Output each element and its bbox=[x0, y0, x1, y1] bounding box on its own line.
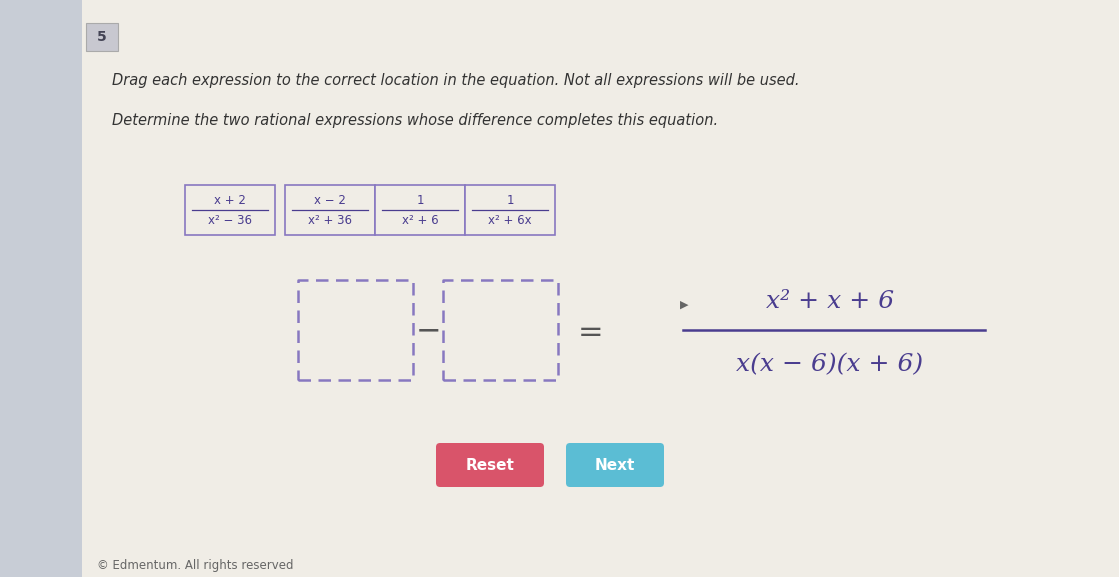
Text: 1: 1 bbox=[506, 193, 514, 207]
Text: x² + 36: x² + 36 bbox=[308, 215, 352, 227]
Text: Next: Next bbox=[595, 458, 636, 473]
FancyBboxPatch shape bbox=[566, 443, 664, 487]
FancyBboxPatch shape bbox=[185, 185, 275, 235]
Text: Reset: Reset bbox=[466, 458, 515, 473]
FancyBboxPatch shape bbox=[86, 23, 117, 51]
Text: Drag each expression to the correct location in the equation. Not all expression: Drag each expression to the correct loca… bbox=[112, 73, 799, 88]
Text: x² + x + 6: x² + x + 6 bbox=[765, 290, 894, 313]
Text: Determine the two rational expressions whose difference completes this equation.: Determine the two rational expressions w… bbox=[112, 113, 717, 128]
FancyBboxPatch shape bbox=[375, 185, 466, 235]
Text: x² + 6x: x² + 6x bbox=[488, 215, 532, 227]
Text: x² + 6: x² + 6 bbox=[402, 215, 439, 227]
Text: © Edmentum. All rights reserved: © Edmentum. All rights reserved bbox=[96, 559, 293, 571]
FancyBboxPatch shape bbox=[285, 185, 375, 235]
Text: x + 2: x + 2 bbox=[214, 193, 246, 207]
Text: x(x − 6)(x + 6): x(x − 6)(x + 6) bbox=[736, 354, 923, 377]
Text: x² − 36: x² − 36 bbox=[208, 215, 252, 227]
Text: ▶: ▶ bbox=[680, 300, 688, 310]
FancyBboxPatch shape bbox=[436, 443, 544, 487]
Text: x − 2: x − 2 bbox=[314, 193, 346, 207]
Text: $=$: $=$ bbox=[572, 316, 603, 344]
Text: 1: 1 bbox=[416, 193, 424, 207]
Text: 5: 5 bbox=[97, 30, 106, 44]
Text: $-$: $-$ bbox=[415, 316, 440, 344]
FancyBboxPatch shape bbox=[466, 185, 555, 235]
